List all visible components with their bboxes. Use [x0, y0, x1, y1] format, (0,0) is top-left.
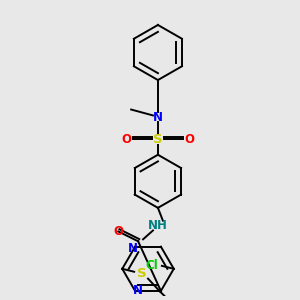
Text: NH: NH	[148, 219, 168, 232]
Text: S: S	[137, 267, 147, 280]
Text: Cl: Cl	[146, 260, 158, 272]
Text: N: N	[153, 111, 163, 124]
Text: O: O	[121, 133, 131, 146]
Text: S: S	[153, 133, 163, 146]
Text: O: O	[113, 225, 123, 238]
Text: N: N	[128, 242, 138, 255]
Text: N: N	[133, 284, 143, 297]
Text: O: O	[184, 133, 195, 146]
